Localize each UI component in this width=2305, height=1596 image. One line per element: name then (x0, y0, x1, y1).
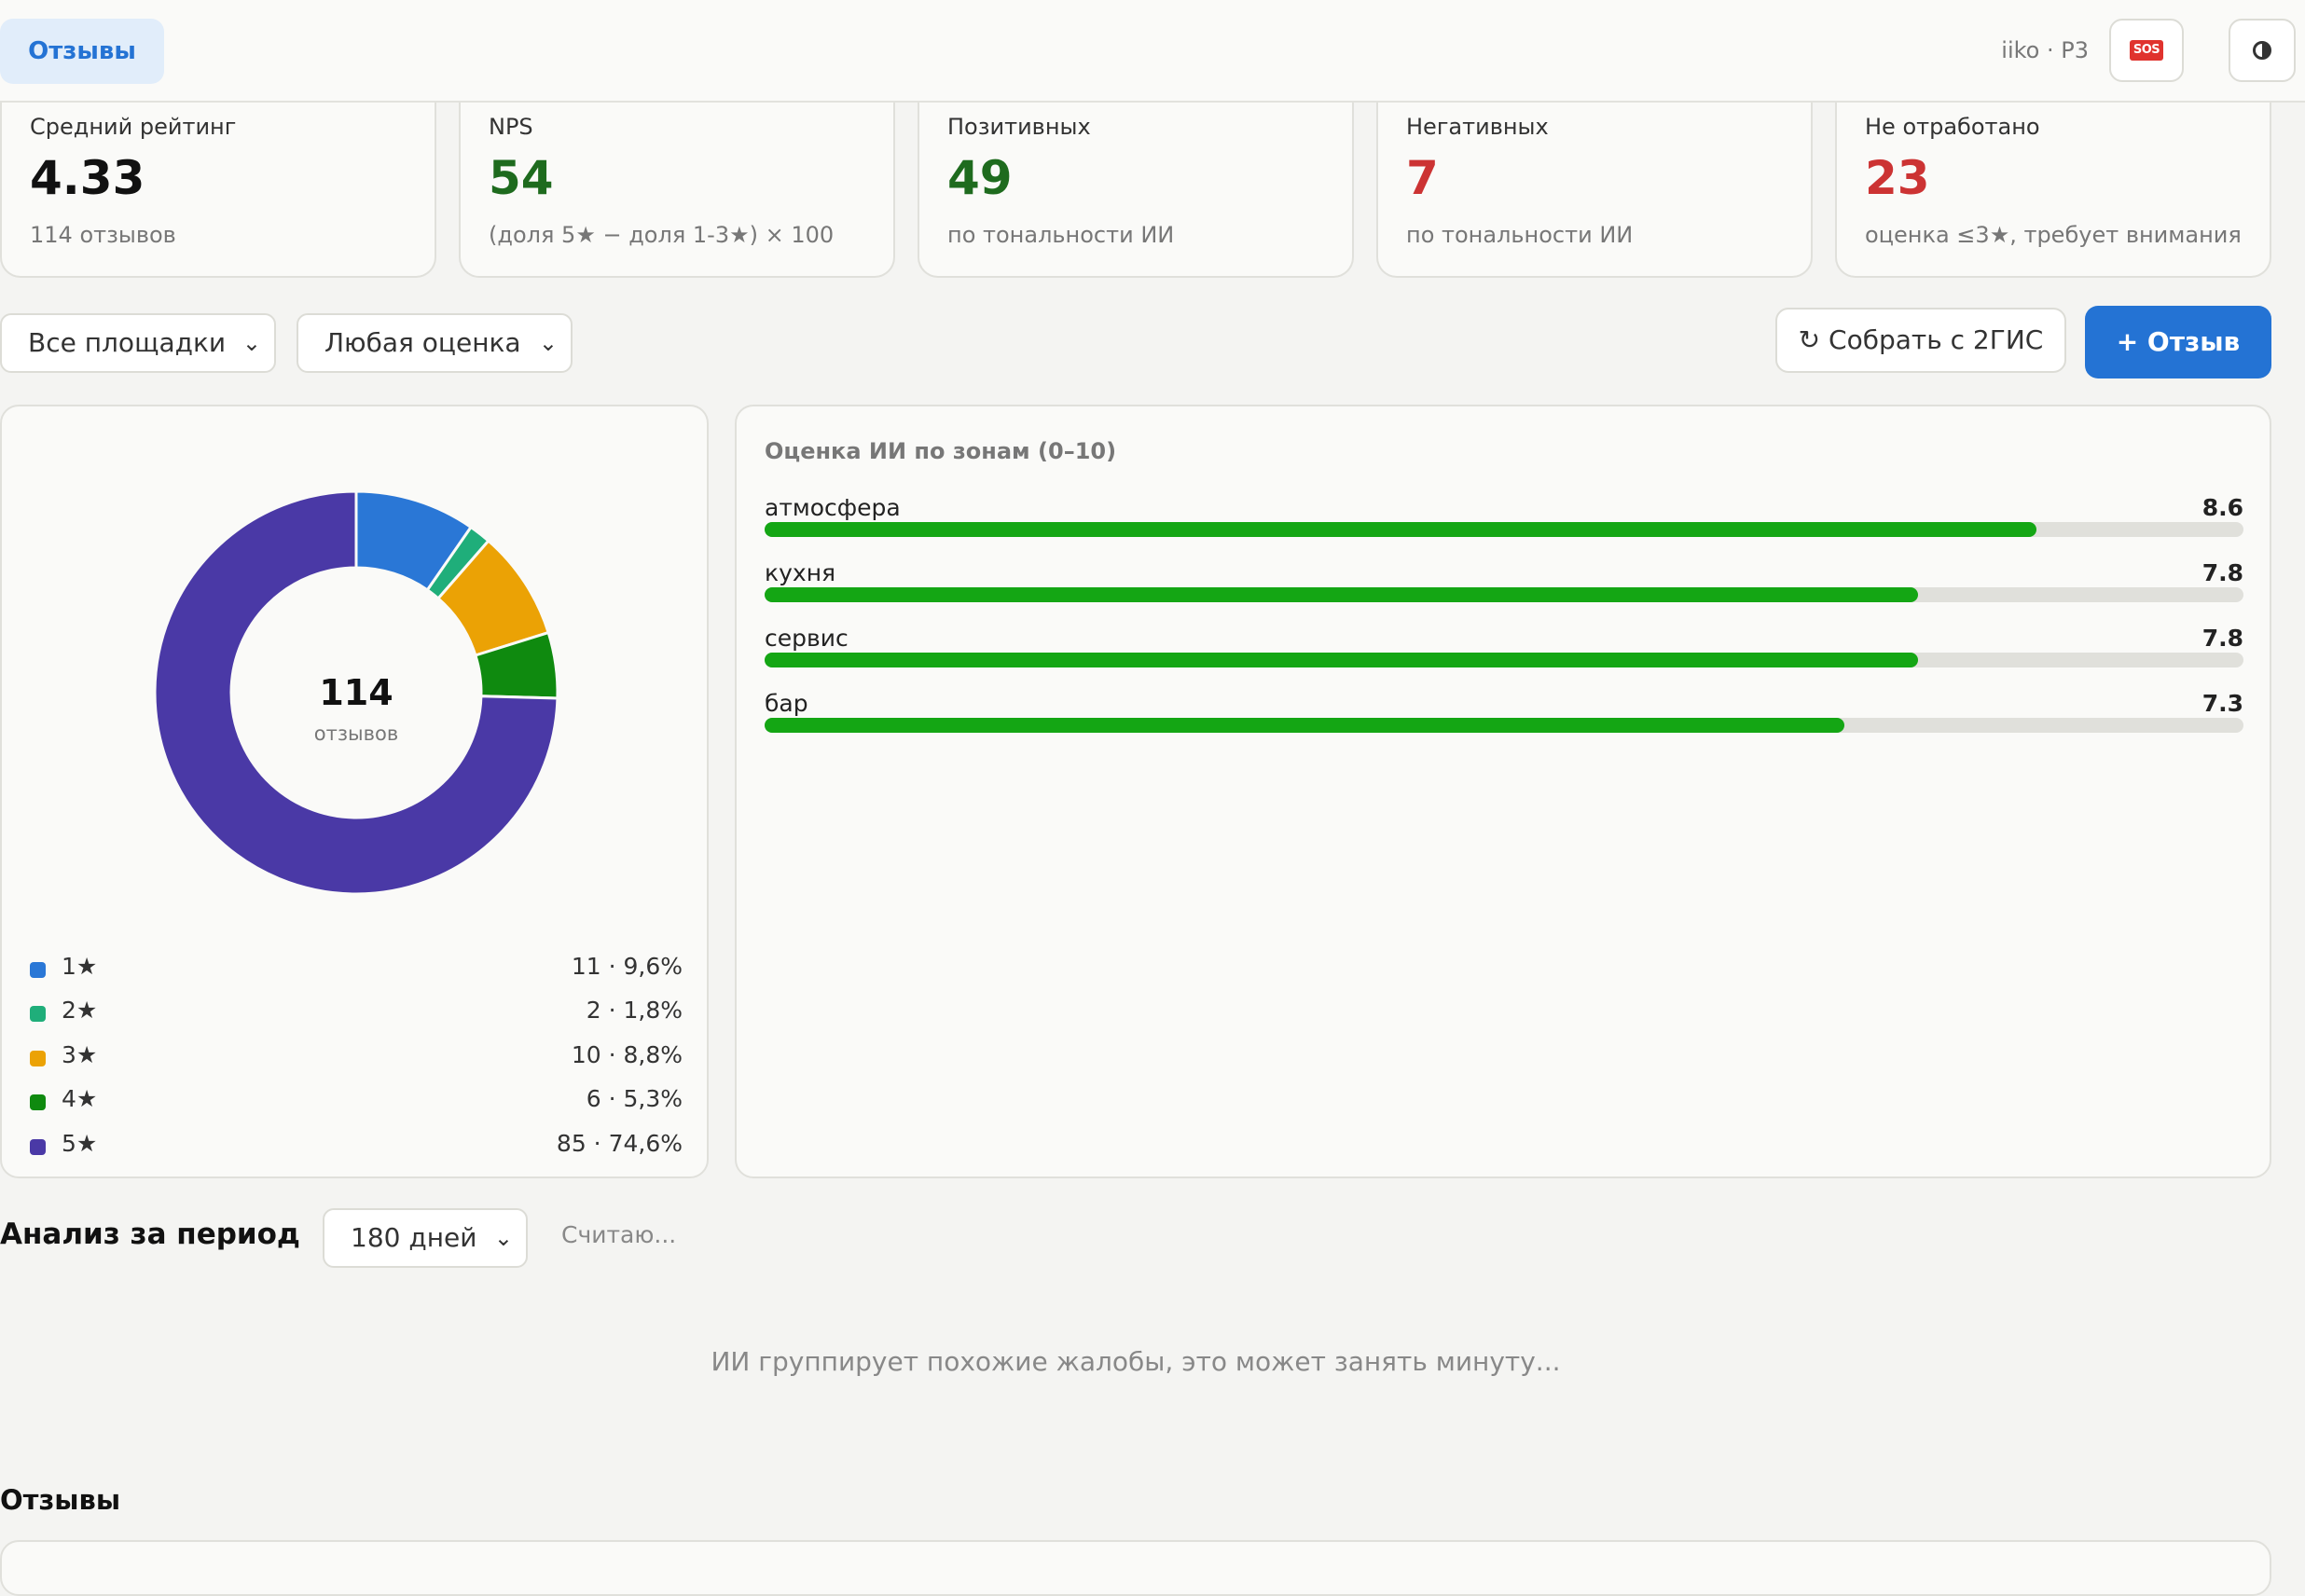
zone-value: 7.3 (2201, 690, 2243, 717)
kpi-value: 4.33 (30, 151, 145, 205)
rating-select-value: Любая оценка (324, 327, 521, 358)
zone-bar-fill (765, 718, 1844, 733)
kpi-value: 49 (947, 151, 1013, 205)
chevron-down-icon: ⌄ (242, 330, 261, 356)
legend-color-swatch (30, 1139, 46, 1155)
zone-bar-track (765, 718, 2243, 733)
chevron-down-icon: ⌄ (538, 330, 558, 356)
chevron-down-icon: ⌄ (493, 1225, 513, 1251)
platform-select-value: Все площадки (28, 327, 227, 358)
analysis-status: Считаю... (561, 1221, 677, 1248)
legend-label: 4★ (62, 1085, 98, 1112)
legend-label: 2★ (62, 997, 98, 1024)
donut-center-value: 114 (319, 672, 393, 713)
kpi-subtitle: (доля 5★ − доля 1-3★) × 100 (489, 222, 835, 248)
legend-value: 6 · 5,3% (586, 1085, 683, 1112)
legend-value: 85 · 74,6% (556, 1130, 683, 1157)
top-bar: Отзывы iiko · P3 SOS (0, 0, 2305, 103)
legend-color-swatch (30, 1006, 46, 1022)
legend-color-swatch (30, 1051, 46, 1066)
reviews-section-title: Отзывы (0, 1484, 121, 1516)
kpi-card: NPS 54 (доля 5★ − доля 1-3★) × 100 (459, 103, 895, 278)
period-select-value: 180 дней (351, 1222, 477, 1253)
sos-button[interactable]: SOS (2109, 19, 2184, 82)
zone-bar-fill (765, 653, 1919, 667)
zone-row: атмосфера 8.6 (765, 494, 2243, 550)
zone-name: кухня (765, 559, 836, 586)
zone-bar-track (765, 653, 2243, 667)
legend-value: 11 · 9,6% (571, 953, 683, 980)
collect-2gis-button[interactable]: ↻ Собрать с 2ГИС (1775, 308, 2066, 373)
legend-color-swatch (30, 962, 46, 978)
add-review-button[interactable]: + Отзыв (2085, 306, 2271, 378)
zone-name: атмосфера (765, 494, 901, 521)
legend-value: 2 · 1,8% (586, 997, 683, 1024)
ai-grouping-note: ИИ группирует похожие жалобы, это может … (711, 1346, 1561, 1377)
zone-value: 7.8 (2201, 559, 2243, 586)
kpi-value: 7 (1406, 151, 1439, 205)
zone-bar-track (765, 522, 2243, 537)
donut-slice-5-star[interactable] (153, 489, 559, 896)
rating-donut-chart: 114 отзывов (153, 489, 559, 896)
kpi-label: Позитивных (947, 114, 1091, 140)
kpi-subtitle: по тональности ИИ (947, 222, 1175, 248)
legend-item: 3★ 10 · 8,8% (30, 1038, 683, 1075)
legend-label: 3★ (62, 1041, 98, 1068)
kpi-card: Негативных 7 по тональности ИИ (1376, 103, 1813, 278)
kpi-label: Не отработано (1865, 114, 2040, 140)
kpi-label: NPS (489, 114, 533, 140)
analysis-title: Анализ за период (0, 1218, 300, 1251)
kpi-subtitle: по тональности ИИ (1406, 222, 1634, 248)
zone-row: кухня 7.8 (765, 559, 2243, 615)
kpi-value: 23 (1865, 151, 1930, 205)
kpi-label: Средний рейтинг (30, 114, 237, 140)
period-select[interactable]: 180 дней ⌄ (323, 1208, 528, 1268)
sos-icon: SOS (2129, 40, 2164, 61)
kpi-card: Средний рейтинг 4.33 114 отзывов (0, 103, 436, 278)
kpi-card: Не отработано 23 оценка ≤3★, требует внима… (1835, 103, 2271, 278)
donut-center-label: отзывов (314, 722, 398, 745)
zone-name: бар (765, 690, 808, 717)
zone-bar-fill (765, 587, 1919, 602)
zone-bar-track (765, 587, 2243, 602)
kpi-subtitle: 114 отзывов (30, 222, 176, 248)
theme-toggle-button[interactable] (2229, 19, 2296, 82)
rating-distribution-panel: 114 отзывов 1★ 11 · 9,6% 2★ 2 · 1,8% 3★ 10 · … (0, 405, 709, 1178)
contrast-icon (2253, 41, 2271, 60)
reviews-list (0, 1540, 2271, 1596)
legend-label: 1★ (62, 953, 98, 980)
legend-item: 1★ 11 · 9,6% (30, 949, 683, 986)
legend-label: 5★ (62, 1130, 98, 1157)
legend-item: 2★ 2 · 1,8% (30, 993, 683, 1030)
venue-label: iiko · P3 (2001, 37, 2089, 63)
legend-value: 10 · 8,8% (571, 1041, 683, 1068)
tab-reviews[interactable]: Отзывы (0, 19, 164, 84)
zone-value: 7.8 (2201, 625, 2243, 652)
kpi-label: Негативных (1406, 114, 1549, 140)
rating-select[interactable]: Любая оценка ⌄ (297, 313, 573, 373)
zone-row: сервис 7.8 (765, 625, 2243, 681)
legend-color-swatch (30, 1094, 46, 1110)
zone-value: 8.6 (2201, 494, 2243, 521)
kpi-subtitle: оценка ≤3★, требует внимания (1865, 222, 2242, 248)
zone-name: сервис (765, 625, 849, 652)
platform-select[interactable]: Все площадки ⌄ (0, 313, 276, 373)
legend-item: 5★ 85 · 74,6% (30, 1126, 683, 1163)
zone-row: бар 7.3 (765, 690, 2243, 746)
legend-item: 4★ 6 · 5,3% (30, 1081, 683, 1119)
zones-title: Оценка ИИ по зонам (0–10) (765, 438, 1117, 464)
kpi-value: 54 (489, 151, 554, 205)
zone-bar-fill (765, 522, 2036, 537)
kpi-card: Позитивных 49 по тональности ИИ (918, 103, 1354, 278)
zones-score-panel: Оценка ИИ по зонам (0–10) атмосфера 8.6 ку… (735, 405, 2271, 1178)
